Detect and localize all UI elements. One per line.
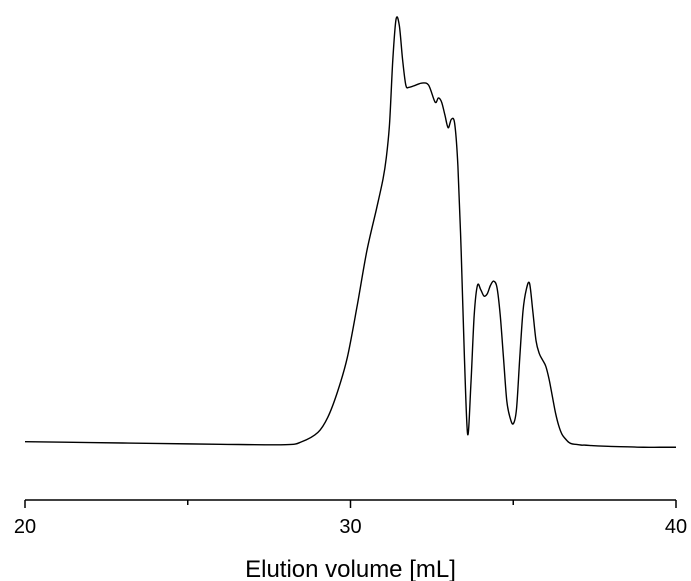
series-line-0 [24,16,676,448]
x-tick-label: 20 [14,516,36,538]
x-axis-title: Elution volume [mL] [245,556,456,581]
x-tick-label: 30 [339,516,361,538]
x-axis: 20 30 40 [14,499,687,538]
x-tick-label: 40 [665,516,687,538]
plot-area [24,16,676,448]
